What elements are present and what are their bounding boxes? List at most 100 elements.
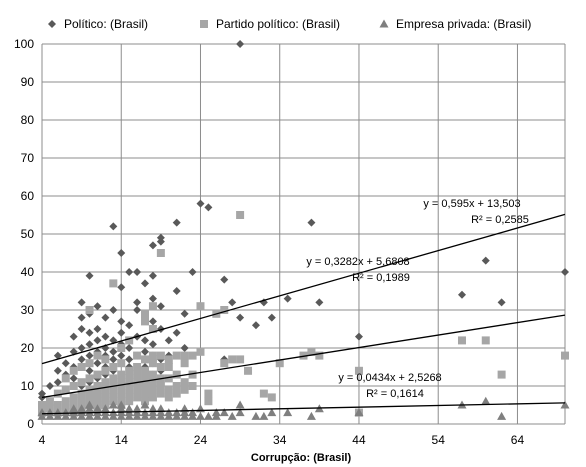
trendline-equations: y = 0,595x + 13,503 R² = 0,2585 y = 0,3282… bbox=[306, 198, 529, 400]
data-point bbox=[141, 382, 150, 390]
data-point bbox=[315, 298, 324, 307]
data-point bbox=[53, 401, 62, 409]
trendlines bbox=[41, 213, 566, 415]
data-point bbox=[561, 351, 569, 360]
x-tick-label: 64 bbox=[511, 433, 525, 447]
data-point bbox=[164, 408, 174, 417]
data-point bbox=[69, 366, 78, 375]
data-point bbox=[148, 271, 157, 280]
data-point bbox=[77, 344, 86, 352]
y-tick-label: 0 bbox=[27, 417, 34, 431]
data-point bbox=[125, 336, 134, 345]
data-point bbox=[148, 302, 157, 311]
data-point bbox=[267, 408, 277, 417]
y-axis: 0 10 20 30 40 50 60 70 80 90 100 bbox=[14, 37, 34, 431]
data-point bbox=[141, 317, 150, 326]
data-point bbox=[457, 290, 466, 299]
data-point bbox=[156, 382, 165, 390]
data-point bbox=[77, 313, 86, 322]
data-point bbox=[211, 408, 221, 417]
data-point bbox=[93, 351, 102, 360]
data-point bbox=[61, 397, 70, 406]
data-point bbox=[188, 408, 198, 417]
data-point bbox=[354, 366, 363, 375]
data-point bbox=[125, 366, 134, 375]
data-point bbox=[172, 382, 181, 390]
data-point bbox=[117, 344, 126, 352]
data-point bbox=[228, 355, 237, 364]
data-point bbox=[275, 359, 284, 368]
data-point bbox=[148, 241, 157, 250]
data-point bbox=[109, 306, 118, 314]
data-point bbox=[148, 325, 157, 333]
data-point bbox=[172, 287, 181, 295]
data-point bbox=[77, 397, 86, 406]
data-point bbox=[125, 344, 134, 352]
data-point bbox=[227, 411, 237, 420]
data-point bbox=[148, 359, 157, 368]
data-point bbox=[481, 336, 490, 345]
data-point bbox=[148, 370, 157, 379]
data-point bbox=[132, 404, 142, 413]
x-tick-label: 44 bbox=[352, 433, 366, 447]
data-point bbox=[457, 336, 466, 345]
legend-item: Partido político: (Brasil) bbox=[200, 17, 340, 31]
data-point bbox=[172, 370, 181, 379]
data-point bbox=[101, 366, 110, 375]
data-point bbox=[38, 401, 46, 409]
data-point bbox=[497, 411, 507, 420]
data-point bbox=[77, 378, 86, 387]
legend-item: Empresa privada: (Brasil) bbox=[379, 17, 531, 31]
data-points bbox=[37, 40, 570, 420]
legend-label: Político: (Brasil) bbox=[64, 17, 148, 31]
data-point bbox=[148, 294, 157, 303]
data-point bbox=[219, 408, 229, 417]
data-point bbox=[172, 328, 181, 337]
data-point bbox=[236, 211, 245, 219]
data-point bbox=[133, 268, 142, 276]
data-point bbox=[204, 397, 213, 406]
data-point bbox=[133, 370, 142, 379]
data-point bbox=[481, 256, 490, 265]
y-tick-label: 80 bbox=[21, 113, 35, 127]
data-point bbox=[133, 298, 142, 307]
y-tick-label: 50 bbox=[21, 227, 35, 241]
legend-label: Partido político: (Brasil) bbox=[216, 17, 340, 31]
data-point bbox=[156, 351, 165, 360]
data-point bbox=[117, 351, 126, 360]
data-point bbox=[101, 393, 110, 402]
data-point bbox=[61, 408, 71, 417]
data-point bbox=[306, 411, 316, 420]
data-point bbox=[156, 325, 165, 333]
data-point bbox=[61, 374, 70, 383]
data-point bbox=[117, 393, 126, 402]
data-point bbox=[180, 351, 189, 360]
data-point bbox=[141, 389, 150, 398]
data-point bbox=[85, 351, 94, 360]
data-point bbox=[53, 351, 62, 360]
data-point bbox=[117, 370, 126, 379]
data-point bbox=[307, 347, 316, 356]
data-point bbox=[196, 302, 205, 311]
data-point bbox=[117, 378, 126, 387]
data-point bbox=[148, 378, 157, 387]
y-tick-label: 40 bbox=[21, 265, 35, 279]
data-point bbox=[61, 359, 70, 368]
data-point bbox=[101, 378, 110, 387]
data-point bbox=[109, 363, 118, 371]
data-point bbox=[93, 389, 102, 398]
y-tick-label: 70 bbox=[21, 151, 35, 165]
y-tick-label: 30 bbox=[21, 303, 35, 317]
data-point bbox=[267, 313, 276, 322]
data-point bbox=[195, 411, 205, 420]
data-point bbox=[93, 382, 102, 390]
data-point bbox=[141, 366, 150, 375]
data-point bbox=[116, 400, 126, 409]
data-point bbox=[69, 374, 78, 383]
data-point bbox=[53, 366, 62, 375]
data-point bbox=[108, 400, 118, 409]
data-point bbox=[85, 374, 94, 383]
data-point bbox=[85, 271, 94, 280]
